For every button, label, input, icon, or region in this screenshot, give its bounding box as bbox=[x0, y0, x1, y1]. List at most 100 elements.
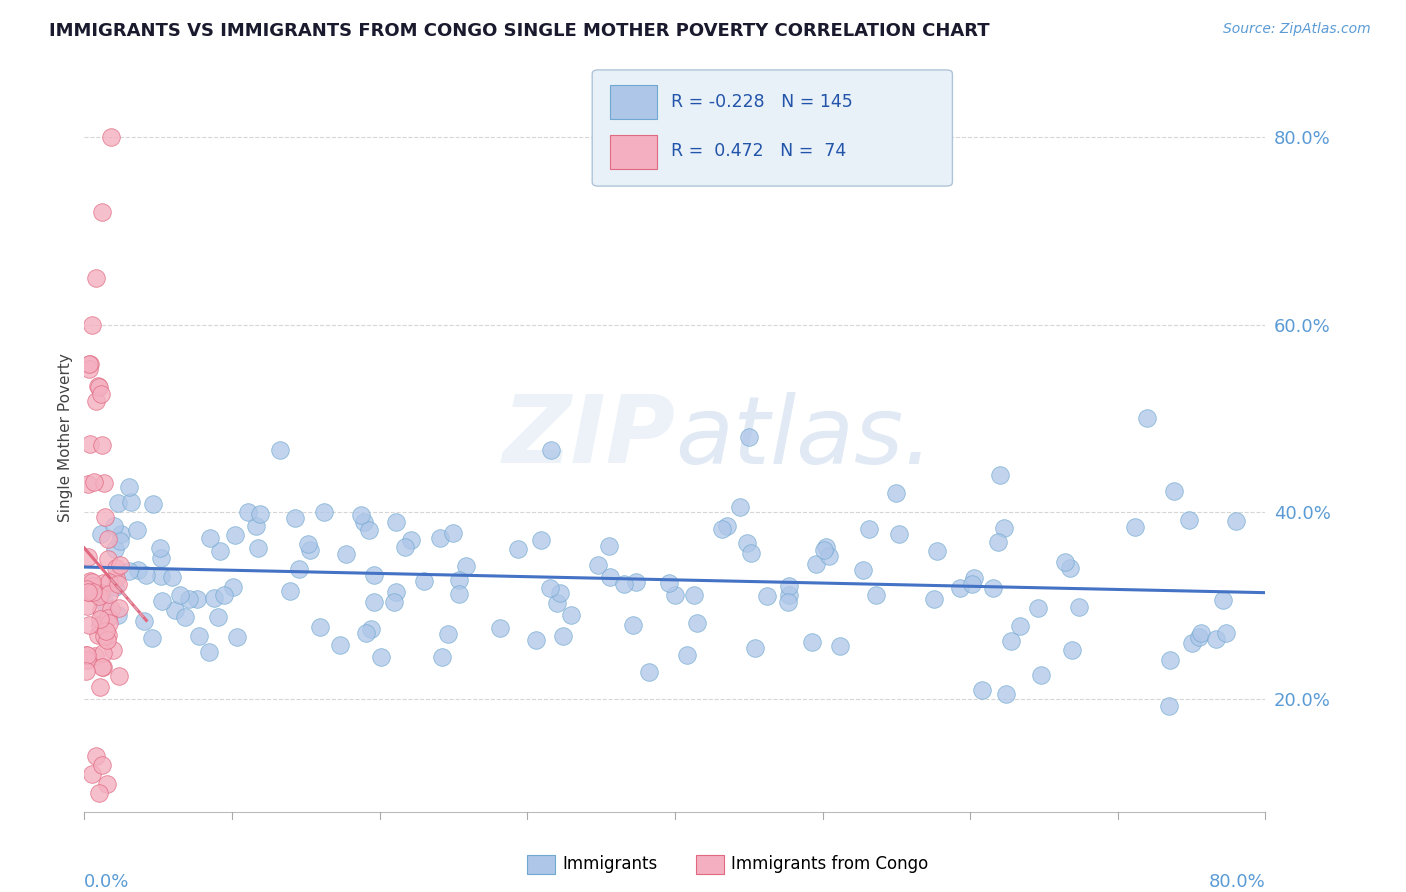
Point bbox=[744, 640, 766, 655]
Point bbox=[108, 533, 131, 548]
Point bbox=[308, 619, 330, 633]
Point bbox=[370, 649, 392, 664]
Point bbox=[97, 551, 120, 566]
Point bbox=[91, 205, 114, 219]
Point bbox=[221, 580, 243, 594]
Point bbox=[887, 526, 910, 541]
Point bbox=[441, 526, 464, 541]
Point bbox=[87, 589, 110, 603]
Point bbox=[93, 629, 115, 643]
Point bbox=[548, 586, 571, 600]
Point bbox=[658, 576, 681, 591]
Text: Immigrants from Congo: Immigrants from Congo bbox=[731, 855, 928, 873]
Point bbox=[778, 579, 800, 593]
Point bbox=[89, 680, 111, 694]
Text: Immigrants: Immigrants bbox=[562, 855, 658, 873]
Point bbox=[399, 533, 422, 547]
Point bbox=[599, 570, 621, 584]
Point bbox=[169, 588, 191, 602]
Point bbox=[949, 581, 972, 595]
Point bbox=[363, 568, 385, 582]
Point bbox=[394, 540, 416, 554]
Point bbox=[91, 646, 114, 660]
Point bbox=[76, 582, 98, 597]
Point bbox=[755, 589, 778, 603]
Point bbox=[613, 577, 636, 591]
Point bbox=[675, 648, 697, 663]
Point bbox=[963, 571, 986, 585]
Point bbox=[245, 518, 267, 533]
Point bbox=[76, 653, 98, 667]
Text: R = -0.228   N = 145: R = -0.228 N = 145 bbox=[671, 93, 853, 111]
Point bbox=[163, 603, 186, 617]
Point bbox=[208, 544, 231, 558]
Point bbox=[90, 527, 112, 541]
Point bbox=[852, 563, 875, 577]
Text: atlas.: atlas. bbox=[675, 392, 934, 483]
Point bbox=[778, 588, 800, 602]
Point bbox=[77, 476, 100, 491]
Point bbox=[814, 540, 837, 554]
Point bbox=[100, 130, 122, 145]
Point bbox=[94, 596, 117, 610]
Point bbox=[91, 758, 114, 772]
Point bbox=[79, 357, 101, 371]
Point bbox=[97, 587, 120, 601]
Point bbox=[922, 591, 945, 606]
Point bbox=[524, 632, 547, 647]
Point bbox=[488, 622, 510, 636]
Point bbox=[150, 568, 173, 582]
Point bbox=[297, 536, 319, 550]
Point bbox=[90, 438, 112, 452]
Point bbox=[1000, 633, 1022, 648]
Point bbox=[125, 523, 148, 537]
Point bbox=[683, 588, 706, 602]
Point bbox=[382, 595, 405, 609]
Point bbox=[80, 575, 103, 590]
Point bbox=[105, 561, 128, 575]
Point bbox=[806, 557, 828, 571]
Text: R =  0.472   N =  74: R = 0.472 N = 74 bbox=[671, 142, 846, 160]
Point bbox=[598, 539, 620, 553]
Point bbox=[1123, 520, 1146, 534]
Point bbox=[226, 630, 249, 644]
Point bbox=[120, 495, 142, 509]
Point bbox=[312, 505, 335, 519]
Point bbox=[800, 635, 823, 649]
Text: IMMIGRANTS VS IMMIGRANTS FROM CONGO SINGLE MOTHER POVERTY CORRELATION CHART: IMMIGRANTS VS IMMIGRANTS FROM CONGO SING… bbox=[49, 22, 990, 40]
Point bbox=[506, 542, 529, 557]
Point bbox=[238, 505, 260, 519]
Point bbox=[97, 611, 120, 625]
Point bbox=[454, 558, 477, 573]
Point bbox=[735, 536, 758, 550]
Point bbox=[207, 609, 229, 624]
Point bbox=[100, 601, 122, 615]
Point bbox=[385, 584, 408, 599]
Point bbox=[84, 748, 107, 763]
Point bbox=[1181, 635, 1204, 649]
Point bbox=[77, 357, 100, 371]
Point bbox=[1163, 484, 1185, 499]
Point bbox=[299, 542, 322, 557]
Point bbox=[447, 586, 470, 600]
Point bbox=[89, 380, 111, 394]
Point bbox=[626, 574, 648, 589]
Point bbox=[150, 594, 173, 608]
Point bbox=[1136, 411, 1159, 425]
Point bbox=[778, 595, 800, 609]
Point bbox=[1069, 599, 1091, 614]
Point bbox=[142, 497, 165, 511]
Point bbox=[1188, 630, 1211, 644]
Point bbox=[335, 547, 357, 561]
Y-axis label: Single Mother Poverty: Single Mother Poverty bbox=[58, 352, 73, 522]
Point bbox=[278, 584, 301, 599]
Point bbox=[429, 531, 451, 545]
Point bbox=[686, 615, 709, 630]
Point bbox=[93, 475, 115, 490]
Point bbox=[447, 573, 470, 587]
Point bbox=[1008, 618, 1031, 632]
Point bbox=[1159, 699, 1181, 714]
Point bbox=[93, 614, 115, 628]
Point bbox=[149, 541, 172, 556]
Point bbox=[1054, 555, 1077, 569]
